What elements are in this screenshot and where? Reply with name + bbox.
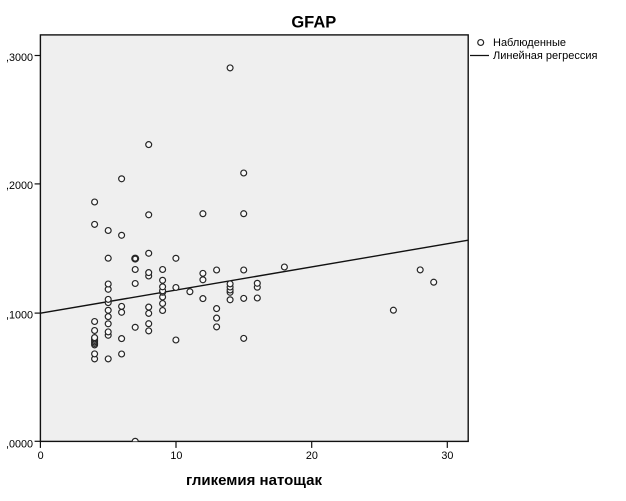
svg-text:,3000: ,3000 (6, 52, 33, 64)
svg-text:30: 30 (441, 450, 453, 462)
svg-text:20: 20 (306, 450, 318, 462)
svg-text:Наблюденные: Наблюденные (493, 37, 566, 49)
svg-text:,1000: ,1000 (6, 309, 33, 321)
svg-text:0: 0 (38, 450, 44, 462)
svg-text:GFAP: GFAP (291, 13, 336, 31)
svg-text:10: 10 (170, 450, 182, 462)
svg-text:гликемия натощак: гликемия натощак (186, 472, 322, 489)
svg-text:,0000: ,0000 (6, 438, 33, 450)
svg-text:,2000: ,2000 (6, 180, 33, 192)
svg-text:Линейная регрессия: Линейная регрессия (493, 50, 598, 62)
